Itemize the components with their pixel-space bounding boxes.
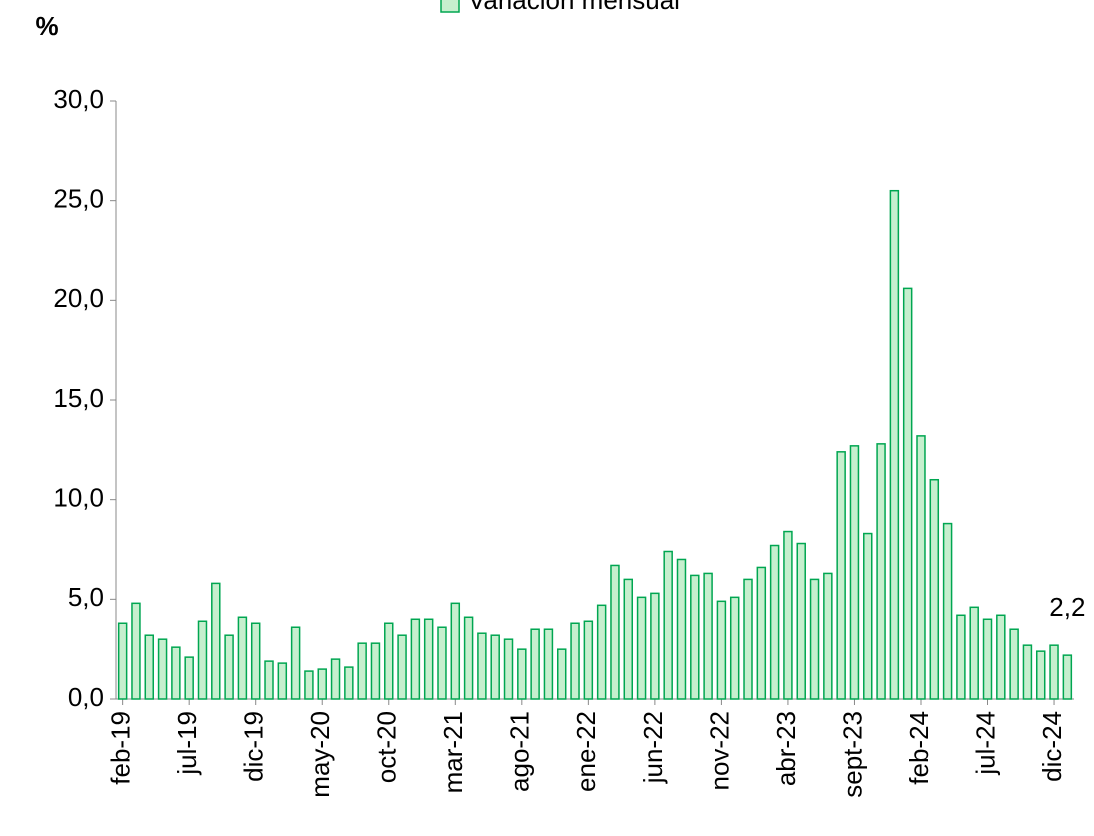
x-tick-label: oct-20 bbox=[372, 711, 402, 783]
bar bbox=[144, 634, 155, 700]
bar bbox=[423, 618, 434, 700]
bar bbox=[171, 646, 181, 700]
bar bbox=[330, 658, 341, 700]
bar bbox=[397, 634, 407, 700]
y-tick-label: 20,0 bbox=[53, 283, 104, 313]
bar bbox=[650, 592, 660, 700]
bar bbox=[623, 578, 634, 700]
x-tick-label: jul-19 bbox=[172, 711, 202, 776]
bar bbox=[410, 618, 421, 700]
bar bbox=[117, 622, 128, 700]
bar bbox=[250, 622, 261, 700]
bar bbox=[450, 602, 461, 700]
legend-label: Variación mensual bbox=[468, 0, 680, 15]
bar bbox=[783, 530, 793, 700]
legend-swatch bbox=[440, 0, 460, 13]
bar bbox=[663, 550, 673, 700]
bar bbox=[809, 578, 820, 700]
y-axis-label: % bbox=[35, 11, 58, 41]
bar bbox=[530, 628, 540, 700]
value-label: 2,2 bbox=[1049, 592, 1085, 622]
bar bbox=[157, 638, 168, 700]
bar bbox=[197, 620, 208, 700]
bar bbox=[849, 445, 860, 700]
bar bbox=[384, 622, 394, 700]
bar bbox=[463, 616, 474, 700]
bar bbox=[796, 542, 806, 700]
bar bbox=[969, 606, 979, 700]
bar bbox=[863, 532, 873, 700]
bar bbox=[836, 451, 846, 700]
bar bbox=[543, 628, 554, 700]
x-tick-label: abr-23 bbox=[771, 711, 801, 786]
bar bbox=[916, 435, 926, 700]
bar bbox=[344, 666, 354, 700]
bar bbox=[956, 614, 966, 700]
bar bbox=[237, 616, 248, 700]
bar bbox=[1049, 644, 1059, 700]
bar bbox=[490, 634, 500, 700]
x-tick-label: sept-23 bbox=[837, 711, 867, 798]
bar bbox=[676, 558, 687, 700]
bar bbox=[357, 642, 367, 700]
bar bbox=[264, 660, 274, 700]
bar bbox=[690, 574, 700, 700]
bar bbox=[570, 622, 580, 700]
y-tick-label: 25,0 bbox=[53, 184, 104, 214]
bar bbox=[636, 596, 647, 700]
bar bbox=[1062, 654, 1073, 700]
y-tick-label: 5,0 bbox=[68, 582, 104, 612]
bar bbox=[876, 443, 886, 700]
bar bbox=[184, 656, 194, 700]
y-tick-label: 0,0 bbox=[68, 682, 104, 712]
bar bbox=[370, 642, 381, 700]
x-tick-label: ago-21 bbox=[505, 711, 535, 792]
x-tick-label: jul-24 bbox=[970, 711, 1000, 776]
bar bbox=[596, 604, 607, 700]
bar bbox=[729, 596, 740, 700]
bar bbox=[503, 638, 514, 700]
bar bbox=[277, 662, 288, 700]
x-tick-label: nov-22 bbox=[704, 711, 734, 791]
bar bbox=[743, 578, 753, 700]
bar bbox=[889, 189, 900, 700]
bar bbox=[211, 582, 221, 700]
bar bbox=[769, 544, 780, 700]
bar bbox=[703, 572, 713, 700]
bar bbox=[131, 602, 141, 700]
bar bbox=[1022, 644, 1033, 700]
bar bbox=[610, 564, 620, 700]
x-tick-label: dic-24 bbox=[1037, 711, 1067, 782]
y-tick-label: 30,0 bbox=[53, 84, 104, 114]
x-tick-label: feb-24 bbox=[904, 711, 934, 785]
x-tick-label: mar-21 bbox=[438, 711, 468, 793]
bar bbox=[304, 670, 314, 700]
x-tick-label: jun-22 bbox=[638, 711, 668, 784]
y-tick-label: 15,0 bbox=[53, 383, 104, 413]
bar bbox=[224, 634, 234, 700]
x-tick-label: ene-22 bbox=[571, 711, 601, 792]
bar bbox=[942, 522, 953, 700]
bar bbox=[716, 600, 727, 700]
bar bbox=[477, 632, 487, 700]
bar bbox=[556, 648, 567, 700]
bar bbox=[902, 287, 913, 700]
bar bbox=[317, 668, 327, 700]
bar bbox=[929, 478, 940, 700]
bar bbox=[517, 648, 527, 700]
bar bbox=[1035, 650, 1046, 700]
x-tick-label: dic-19 bbox=[239, 711, 269, 782]
bar bbox=[982, 618, 993, 700]
x-tick-label: may-20 bbox=[305, 711, 335, 798]
bar bbox=[437, 626, 447, 700]
bar bbox=[823, 572, 833, 700]
bar bbox=[583, 620, 594, 700]
bar bbox=[1009, 628, 1019, 700]
bar bbox=[290, 626, 301, 700]
y-tick-label: 10,0 bbox=[53, 483, 104, 513]
bar bbox=[996, 614, 1006, 700]
bar bbox=[756, 566, 767, 700]
x-tick-label: feb-19 bbox=[106, 711, 136, 785]
